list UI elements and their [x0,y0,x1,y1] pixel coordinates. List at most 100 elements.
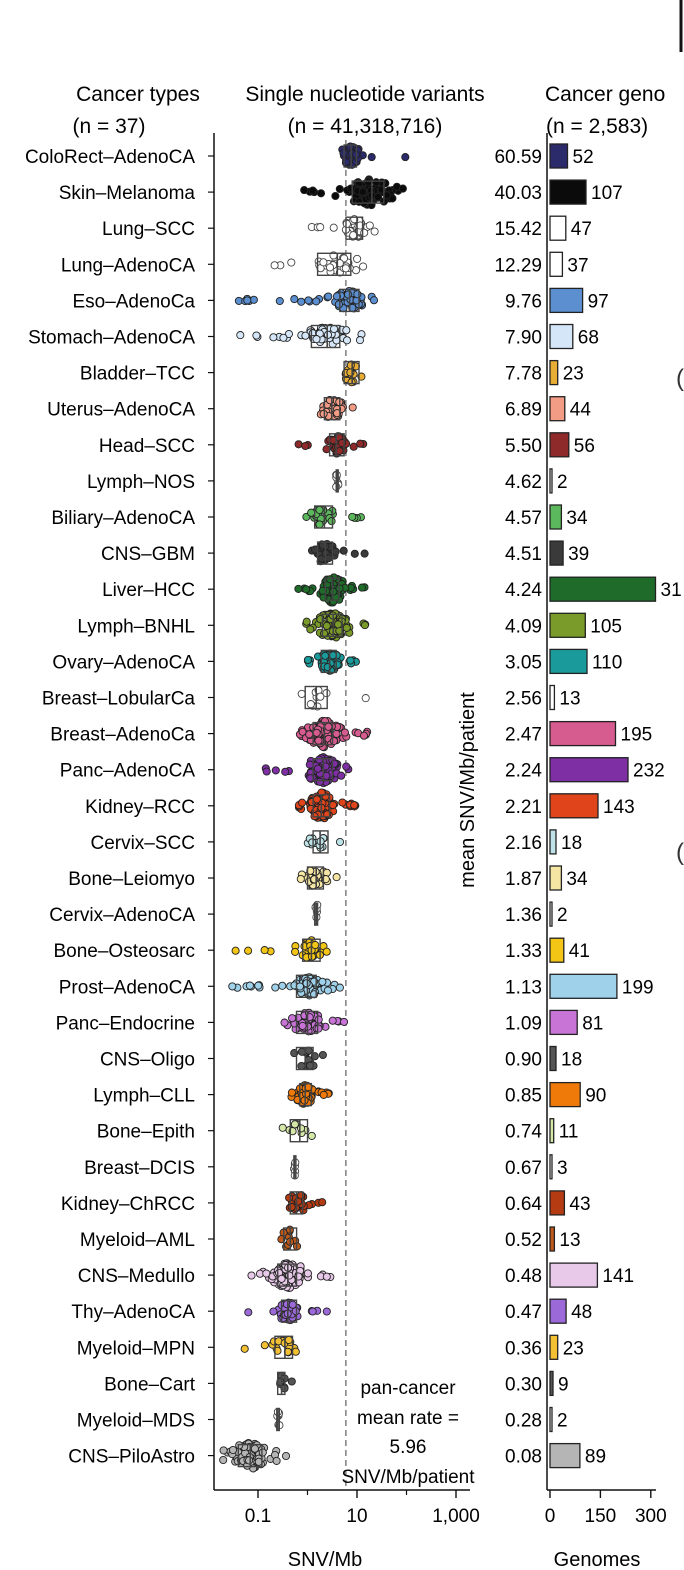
cancer-type-label: CNS–Medullo [78,1266,195,1287]
snv-dot [301,441,310,451]
snv-dot [319,409,328,418]
mean-rate-label: 7.90 [505,328,542,349]
snv-box [316,252,352,277]
genome-bar [549,684,556,711]
snv-dot [295,982,304,991]
snv-dot [335,837,345,847]
snv-dot [346,142,355,151]
mean-rate-label: 2.16 [505,833,542,854]
snv-dot [332,292,342,301]
genome-bar [549,720,617,747]
cancer-type-label: Bone–Osteosarc [53,941,195,962]
snv-dot [334,620,343,629]
snv-dot [306,700,315,709]
genome-bar [549,504,563,530]
genome-bar [549,432,570,458]
genome-count-label: 232 [633,761,665,782]
cancer-type-label: Biliary–AdenoCA [51,508,195,529]
snv-dot [333,660,342,669]
snv-box [274,1335,294,1360]
genome-count-label: 13 [559,1230,580,1251]
snv-dot [349,442,358,451]
snv-dot [359,262,368,271]
snv-dot [367,153,376,162]
snv-dot [360,549,369,558]
genome-bar [549,865,563,891]
snv-dot [278,1123,287,1132]
snv-dot [275,296,284,306]
snv-dot [312,795,321,804]
mean-rate-label: 4.57 [505,508,542,529]
cancer-type-label: Lymph–CLL [93,1086,195,1107]
cancer-type-label: Uterus–AdenoCA [47,400,195,421]
snv-dot [355,336,365,345]
snv-dot [353,290,362,299]
cancer-types-title: Cancer types [76,83,200,106]
snv-dot [297,689,306,698]
snv-dot [298,1021,307,1030]
mean-rate-label: 2.21 [505,797,542,818]
mean-rate-label: 0.47 [505,1302,542,1323]
genome-count-label: 81 [582,1013,603,1034]
snv-dot [273,1346,282,1355]
snv-dot [262,1269,271,1278]
snv-dot [297,1124,306,1133]
snv-dot [302,585,311,594]
genome-bar [549,1154,553,1180]
cancer-type-label: ColoRect–AdenoCA [25,147,195,168]
mean-rate-label: 1.36 [505,905,542,926]
snv-dot [318,1050,327,1060]
genome-bar [549,757,629,783]
snv-dot [270,261,279,270]
snv-dot [325,263,335,272]
genome-count-label: 44 [570,400,592,421]
snv-dot [308,186,317,195]
snv-dot [260,946,269,955]
genome-bar [549,1081,581,1108]
snv-dot [271,766,280,775]
snv-dot [277,1274,286,1283]
snv-dot [338,798,347,807]
genome-count-label: 56 [574,436,595,457]
mean-rate-label: 40.03 [494,183,542,204]
snv-dot [398,184,407,193]
genome-count-label: 195 [621,725,653,746]
genome-count-label: 141 [602,1266,634,1287]
cancer-type-label: Skin–Melanoma [59,183,196,204]
snv-dot [344,290,353,299]
snv-dot [252,331,261,340]
snv-dot [294,440,303,449]
snv-dot [271,983,280,992]
mean-rate-label: 1.87 [505,869,542,890]
snv-dot [401,153,410,162]
genome-count-label: 13 [559,689,580,710]
snv-dot [322,947,331,956]
genome-count-label: 23 [563,1338,584,1359]
snv-dot [337,771,346,780]
mean-rate-label: 2.56 [505,689,542,710]
snv-dot [328,800,338,810]
snv-dot [330,324,339,334]
genome-count-label: 2 [557,472,568,493]
genome-count-label: 52 [573,147,594,168]
snv-count: (n = 41,318,716) [288,115,443,138]
cancer-type-label: Thy–AdenoCA [71,1302,195,1323]
genome-bar [549,576,657,602]
cancer-type-label: Head–SCC [99,436,195,457]
genome-bar [549,468,553,494]
genome-bar [549,1370,554,1397]
snv-dot [348,403,357,412]
mean-rate-label: 0.52 [505,1230,542,1251]
snv-dot [307,508,316,517]
mean-rate-label: 2.24 [505,761,542,782]
cancer-type-label: Bone–Cart [104,1374,196,1395]
genome-bar [549,1009,578,1036]
snv-dot [346,361,355,370]
snv-dot [269,1307,278,1316]
snv-dot [279,333,288,342]
annotation-line-1: pan-cancer [360,1378,456,1399]
cancer-type-label: Panc–Endocrine [56,1013,195,1034]
cancer-type-label: Breast–LobularCa [42,689,196,710]
snv-x-tick-label: 0.1 [245,1506,271,1527]
snv-dot [339,1017,349,1026]
